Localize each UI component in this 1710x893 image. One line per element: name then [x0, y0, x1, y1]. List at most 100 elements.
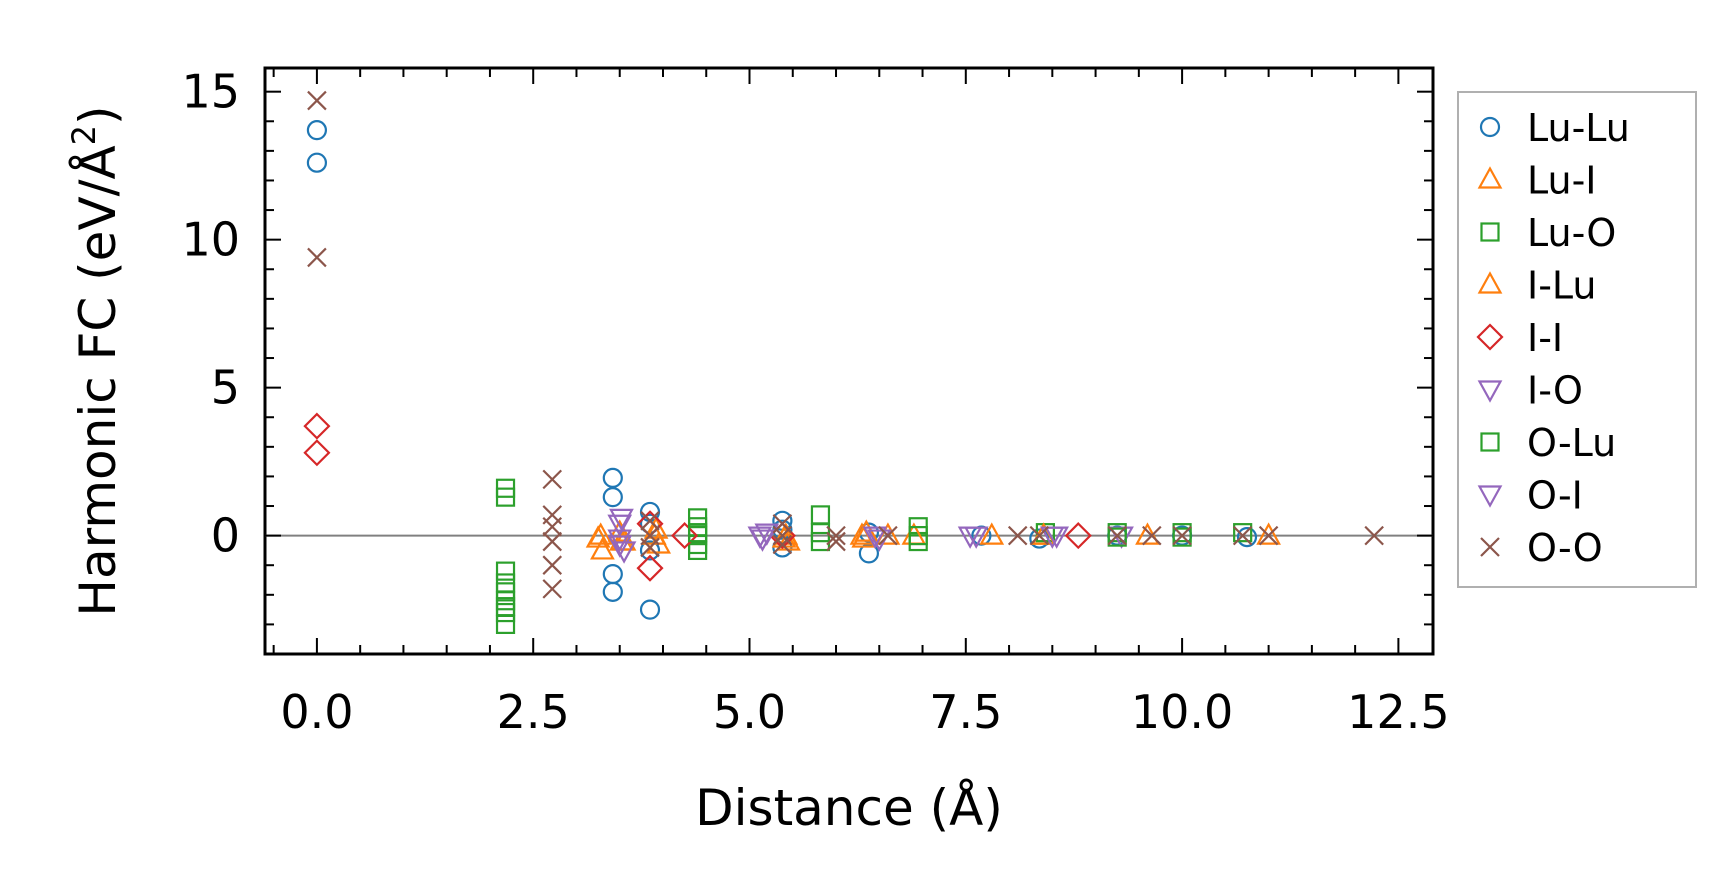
data-point — [607, 514, 633, 538]
x-tick-label: 7.5 — [929, 685, 1002, 739]
data-point — [862, 526, 888, 549]
data-point — [640, 511, 660, 531]
axis-ticks — [265, 68, 1433, 655]
data-point — [1232, 525, 1253, 546]
data-point — [609, 528, 634, 551]
data-point — [542, 516, 563, 537]
legend-marker — [1476, 323, 1504, 351]
data-point — [495, 614, 516, 635]
y-axis-label: Harmonic FC (eV/Å2) — [65, 105, 127, 616]
legend-label: O-Lu — [1527, 421, 1616, 465]
legend-label: Lu-I — [1527, 159, 1597, 203]
data-point — [810, 523, 831, 543]
data-point — [639, 540, 661, 561]
x-tick-labels: 0.0 2.5 5.0 7.5 10.0 12.5 — [280, 685, 1449, 739]
data-point — [1107, 527, 1127, 547]
legend-marker — [1479, 116, 1501, 138]
data-point — [1142, 525, 1162, 546]
data-point — [542, 469, 563, 490]
data-point — [1172, 525, 1192, 546]
data-point — [609, 508, 634, 532]
data-point — [636, 554, 664, 582]
data-point — [671, 522, 699, 550]
legend-label: I-O — [1527, 369, 1583, 413]
data-point — [542, 531, 563, 552]
legend-marker — [1477, 380, 1503, 403]
x-axis-label: Distance (Å) — [695, 779, 1003, 837]
data-point — [1007, 525, 1028, 546]
data-point — [1364, 525, 1384, 546]
x-tick-label: 5.0 — [713, 685, 786, 739]
data-point — [1107, 525, 1127, 546]
data-point — [607, 529, 633, 552]
data-point — [611, 541, 637, 564]
legend-marker — [1477, 166, 1503, 189]
legend-label: I-I — [1527, 316, 1563, 360]
data-point — [1029, 525, 1050, 546]
y-tick-labels: 0 5 10 15 — [181, 65, 240, 563]
series-lu-o — [495, 478, 1253, 635]
legend-marker — [1480, 537, 1500, 557]
data-point — [1233, 523, 1253, 543]
data-point — [307, 247, 327, 268]
data-point — [602, 467, 623, 489]
legend-label: Lu-Lu — [1527, 106, 1630, 150]
plot-frame — [263, 66, 1435, 656]
y-axis-label-main: Harmonic FC (eV/Å — [69, 145, 127, 616]
y-axis-label-sup: 2 — [65, 125, 103, 145]
legend-label: I-Lu — [1527, 264, 1597, 308]
data-point — [306, 152, 328, 173]
data-point — [303, 412, 331, 440]
series-i-i — [303, 412, 1092, 582]
data-point — [826, 531, 846, 552]
data-point — [590, 537, 615, 560]
legend-items: Lu-Lu Lu-I Lu-O I-Lu I-I I-O O-Lu O-I O-O — [1476, 106, 1630, 570]
y-tick-label: 15 — [181, 65, 240, 119]
series-o-lu — [495, 523, 1192, 617]
data-point — [878, 525, 898, 546]
legend-frame — [1457, 91, 1697, 588]
data-point — [1044, 526, 1070, 549]
legend-label: O-O — [1527, 526, 1603, 570]
data-point — [1256, 522, 1281, 545]
data-point — [908, 526, 928, 546]
data-point — [957, 526, 983, 549]
data-point — [1236, 526, 1258, 548]
legend-label: Lu-O — [1527, 211, 1616, 255]
data-point — [1064, 522, 1092, 550]
data-points — [303, 90, 1384, 635]
x-tick-label: 0.0 — [280, 685, 353, 739]
data-point — [495, 597, 516, 617]
y-tick-label: 5 — [211, 361, 240, 415]
data-point — [640, 537, 660, 558]
series-o-o — [307, 90, 1384, 599]
legend-marker — [1477, 485, 1503, 508]
legend: Lu-Lu Lu-I Lu-O I-Lu I-I I-O O-Lu O-I O-O — [1457, 91, 1697, 588]
data-point — [602, 487, 623, 508]
y-tick-label: 0 — [211, 509, 240, 563]
data-point — [979, 522, 1005, 545]
data-point — [810, 505, 831, 525]
data-point — [772, 525, 793, 546]
legend-label: O-I — [1527, 474, 1583, 518]
y-axis-label-end: ) — [69, 105, 127, 125]
legend-marker — [1477, 271, 1503, 294]
x-tick-label: 12.5 — [1347, 685, 1449, 739]
data-point — [495, 561, 516, 581]
data-point — [588, 522, 614, 545]
data-point — [602, 563, 623, 585]
data-point — [542, 579, 563, 599]
y-tick-label: 10 — [181, 213, 240, 267]
data-point — [1172, 527, 1192, 547]
data-point — [1258, 525, 1279, 546]
x-tick-label: 10.0 — [1131, 685, 1233, 739]
data-point — [303, 439, 331, 467]
data-point — [307, 90, 327, 111]
data-point — [687, 523, 708, 543]
data-point — [542, 555, 563, 575]
data-point — [495, 602, 516, 623]
legend-marker — [1480, 222, 1500, 242]
data-point — [750, 529, 775, 552]
data-point — [826, 525, 846, 546]
